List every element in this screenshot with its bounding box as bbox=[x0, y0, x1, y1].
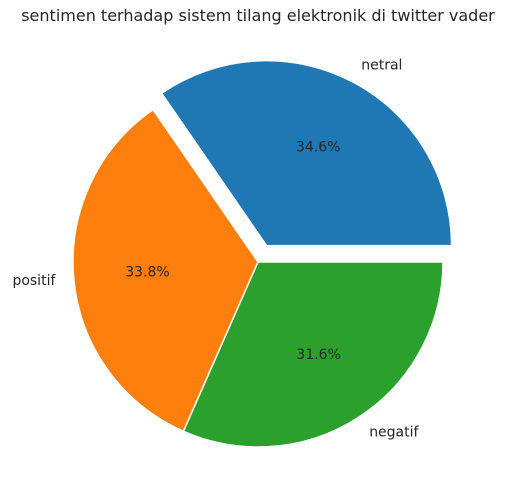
slices-layer bbox=[72, 59, 453, 448]
pie-slice-positif bbox=[72, 108, 259, 433]
pct-label-positif: 33.8% bbox=[125, 264, 169, 280]
slice-label-netral: netral bbox=[361, 57, 402, 73]
pie-slice-negatif bbox=[182, 261, 444, 448]
pct-label-negatif: 31.6% bbox=[296, 347, 340, 363]
pct-label-netral: 34.6% bbox=[296, 139, 340, 155]
slice-label-positif: positif bbox=[12, 273, 56, 289]
pie-slice-netral bbox=[160, 59, 453, 247]
slice-label-negatif: negatif bbox=[369, 424, 419, 440]
labels-layer: 34.6% netral 33.8% positif 31.6% negatif bbox=[12, 57, 419, 440]
chart-title: sentimen terhadap sistem tilang elektron… bbox=[21, 6, 495, 25]
